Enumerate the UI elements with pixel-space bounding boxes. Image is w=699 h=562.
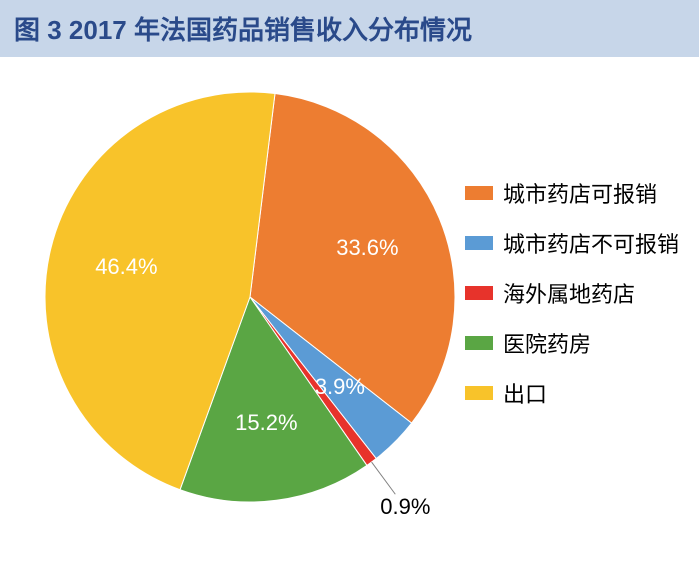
legend-label-hospital: 医院药房 [503, 327, 591, 359]
legend-item-overseas: 海外属地药店 [465, 277, 679, 309]
legend-swatch-urban_reimbursable [465, 186, 493, 200]
slice-label-overseas: 0.9% [380, 494, 430, 520]
legend-item-urban_reimbursable: 城市药店可报销 [465, 177, 679, 209]
legend-item-urban_non_reimbursable: 城市药店不可报销 [465, 227, 679, 259]
slice-label-urban_non_reimbursable: 3.9% [315, 374, 365, 400]
legend-swatch-hospital [465, 336, 493, 350]
slice-label-urban_reimbursable: 33.6% [336, 235, 398, 261]
chart-area: 33.6% 3.9% 0.9% 15.2% 46.4% 城市药店可报销城市药店不可报销海… [0, 57, 699, 557]
legend-label-overseas: 海外属地药店 [503, 277, 635, 309]
legend-label-urban_non_reimbursable: 城市药店不可报销 [503, 227, 679, 259]
slice-label-hospital: 15.2% [235, 410, 297, 436]
legend-swatch-urban_non_reimbursable [465, 236, 493, 250]
chart-title-bar: 图 3 2017 年法国药品销售收入分布情况 [0, 0, 699, 57]
pie-chart [40, 87, 460, 507]
legend-label-urban_reimbursable: 城市药店可报销 [503, 177, 657, 209]
legend-swatch-export [465, 386, 493, 400]
chart-title: 图 3 2017 年法国药品销售收入分布情况 [14, 15, 472, 45]
slice-label-export: 46.4% [95, 254, 157, 280]
pie-svg [40, 87, 460, 507]
legend-swatch-overseas [465, 286, 493, 300]
legend-item-export: 出口 [465, 377, 679, 409]
legend: 城市药店可报销城市药店不可报销海外属地药店医院药房出口 [465, 177, 679, 427]
legend-item-hospital: 医院药房 [465, 327, 679, 359]
legend-label-export: 出口 [503, 377, 547, 409]
